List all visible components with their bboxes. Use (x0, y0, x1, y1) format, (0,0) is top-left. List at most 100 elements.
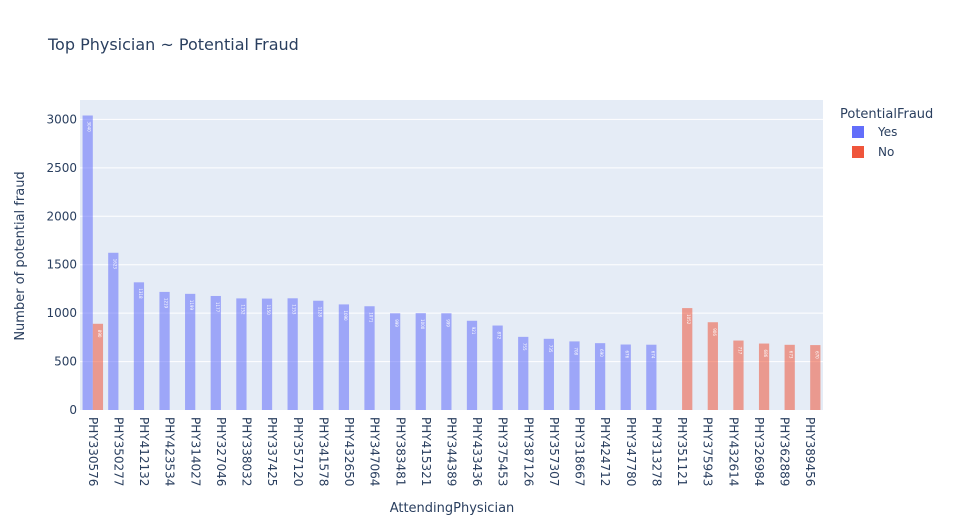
bar-yes-PHY337425[interactable] (261, 298, 273, 410)
bar-yes-PHY387126[interactable] (518, 336, 529, 410)
bar-yes-PHY412132[interactable] (133, 282, 145, 410)
bar-value-label: 674 (650, 351, 655, 359)
bar-value-label: 686 (763, 350, 768, 358)
legend-label-yes[interactable]: Yes (877, 125, 897, 139)
y-tick-label: 2000 (46, 209, 77, 223)
bar-value-label: 1177 (215, 302, 220, 313)
bar-value-label: 676 (625, 351, 630, 359)
legend-swatch-yes[interactable] (852, 126, 864, 138)
bar-value-label: 890 (97, 330, 102, 338)
x-axis-ticks: PHY330576 PHY350277 PHY412132 PHY423534 PHY3… (86, 417, 817, 486)
y-tick-label: 0 (69, 403, 77, 417)
x-tick-label: PHY387126 (521, 417, 535, 486)
bar-value-label: 1152 (240, 304, 245, 315)
y-tick-label: 3000 (46, 112, 77, 126)
bar-value-label: 735 (548, 345, 553, 353)
x-tick-label: PHY318667 (573, 417, 587, 486)
bar-value-label: 1128 (317, 307, 322, 318)
x-tick-label: PHY432650 (342, 417, 356, 486)
y-axis-ticks: 0 500 1000 1500 2000 2500 3000 (46, 112, 77, 417)
bar-value-label: 1318 (138, 288, 143, 299)
bar-no-PHY351121[interactable] (682, 308, 693, 410)
x-tick-label: PHY415321 (419, 417, 433, 486)
bar-yes-PHY424712[interactable] (594, 343, 606, 410)
bar-yes-PHY347064[interactable] (364, 306, 375, 410)
bar-yes-PHY432650[interactable] (338, 304, 350, 410)
x-tick-label: PHY412132 (137, 417, 151, 486)
bar-no-PHY330576[interactable] (92, 323, 104, 410)
x-tick-label: PHY357120 (291, 417, 305, 486)
bar-value-label: 999 (445, 319, 450, 327)
chart-title: Top Physician ~ Potential Fraud (47, 35, 299, 54)
bar-value-label: 999 (394, 319, 399, 327)
y-tick-label: 2500 (46, 161, 77, 175)
bar-yes-PHY375453[interactable] (492, 325, 503, 410)
bar-value-label: 1199 (189, 300, 194, 311)
x-tick-label: PHY327046 (214, 417, 228, 486)
x-tick-label: PHY424712 (598, 417, 612, 486)
bar-yes-PHY327046[interactable] (210, 295, 221, 410)
x-tick-label: PHY423534 (163, 417, 177, 486)
bar-yes-PHY314027[interactable] (185, 293, 196, 410)
bar-yes-PHY357307[interactable] (543, 338, 554, 410)
bar-value-label: 708 (573, 347, 578, 355)
bar-yes-PHY313278[interactable] (646, 344, 657, 410)
x-tick-label: PHY351121 (675, 417, 689, 486)
y-tick-label: 1000 (46, 306, 77, 320)
x-tick-label: PHY350277 (111, 417, 125, 486)
bar-no-PHY326984[interactable] (758, 343, 770, 410)
y-tick-label: 1500 (46, 258, 77, 272)
bar-value-label: 717 (737, 347, 742, 355)
bar-yes-PHY433436[interactable] (466, 320, 478, 410)
legend-title: PotentialFraud (840, 107, 933, 122)
x-tick-label: PHY362889 (778, 417, 792, 486)
bar-value-label: 3040 (87, 121, 92, 132)
bar-yes-PHY344389[interactable] (441, 313, 452, 410)
x-tick-label: PHY432614 (726, 417, 740, 486)
x-tick-label: PHY375453 (496, 417, 510, 486)
bar-yes-PHY415321[interactable] (415, 313, 426, 410)
bar-value-label: 670 (814, 351, 819, 359)
x-tick-label: PHY313278 (649, 417, 663, 486)
bar-yes-PHY318667[interactable] (569, 341, 580, 410)
bar-value-label: 1153 (292, 304, 297, 315)
bar-value-label: 1219 (164, 298, 169, 309)
y-axis-title: Number of potential fraud (13, 171, 28, 340)
legend: PotentialFraud Yes No (840, 107, 933, 159)
bar-yes-PHY338032[interactable] (236, 298, 247, 410)
x-tick-label: PHY326984 (752, 417, 766, 486)
bar-value-label: 1000 (420, 319, 425, 330)
bar-yes-PHY350277[interactable] (108, 252, 119, 410)
x-tick-label: PHY389456 (803, 417, 817, 486)
bar-yes-PHY341578[interactable] (313, 300, 324, 410)
bar-no-PHY432614[interactable] (733, 340, 744, 410)
bar-value-label: 1150 (266, 305, 271, 316)
bar-yes-PHY347780[interactable] (620, 344, 631, 410)
x-tick-label: PHY347780 (624, 417, 638, 486)
bar-value-label: 906 (712, 328, 717, 336)
x-tick-label: PHY314027 (188, 417, 202, 486)
bar-yes-PHY423534[interactable] (159, 291, 170, 410)
bars: 3040 890 1623 1318 1219 1199 1177 1152 1150 1153 1… (82, 115, 821, 411)
x-tick-label: PHY357307 (547, 417, 561, 486)
x-tick-label: PHY347064 (368, 417, 382, 486)
bar-no-PHY389456[interactable] (810, 345, 821, 410)
grid-lines (80, 118, 823, 363)
bar-value-label: 1623 (112, 259, 117, 270)
x-tick-label: PHY341578 (316, 417, 330, 486)
x-axis-title: AttendingPhysician (390, 501, 515, 516)
bar-no-PHY362889[interactable] (784, 344, 795, 410)
bar-value-label: 673 (789, 351, 794, 359)
bar-yes-PHY383481[interactable] (390, 313, 401, 410)
bar-value-label: 755 (522, 343, 527, 351)
y-tick-label: 500 (54, 355, 77, 369)
legend-swatch-no[interactable] (852, 146, 864, 158)
bar-yes-PHY357120[interactable] (287, 298, 298, 410)
x-tick-label: PHY433436 (470, 417, 484, 486)
legend-label-no[interactable]: No (878, 145, 894, 159)
bar-yes-PHY330576[interactable] (82, 115, 93, 411)
bar-no-PHY375943[interactable] (707, 322, 718, 410)
x-tick-label: PHY338032 (240, 417, 254, 486)
x-tick-label: PHY375943 (701, 417, 715, 486)
